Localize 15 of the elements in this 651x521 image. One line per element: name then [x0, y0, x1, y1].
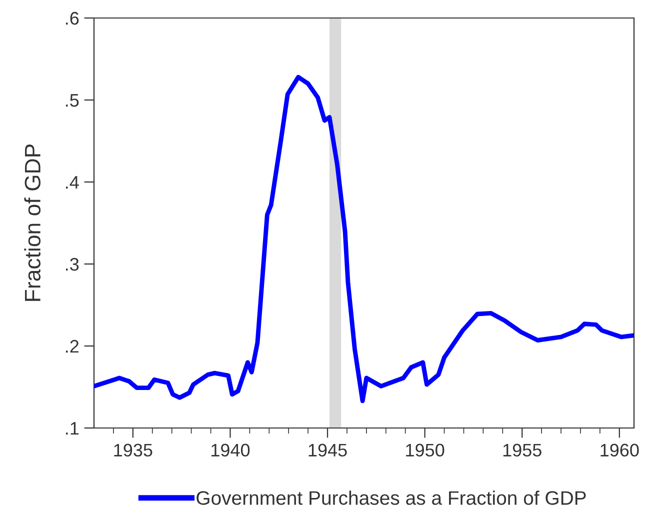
y-tick-label: .3: [66, 258, 79, 271]
y-axis-title: Fraction of GDP: [24, 144, 41, 301]
x-tick-label: 1950: [406, 444, 444, 457]
y-tick-label: .5: [66, 94, 79, 107]
x-tick-label: 1940: [212, 444, 250, 457]
y-tick-label: .6: [66, 12, 79, 25]
x-tick-label: 1935: [114, 444, 152, 457]
x-tick-label: 1955: [503, 444, 542, 457]
y-tick-label: .1: [66, 422, 79, 435]
legend-label: Government Purchases as a Fraction of GDP: [196, 490, 586, 505]
x-tick-label: 1960: [600, 444, 639, 457]
y-tick-label: .2: [66, 340, 79, 353]
y-tick-label: .4: [66, 176, 79, 189]
line-series: [94, 74, 634, 404]
x-tick-label: 1945: [308, 444, 347, 457]
